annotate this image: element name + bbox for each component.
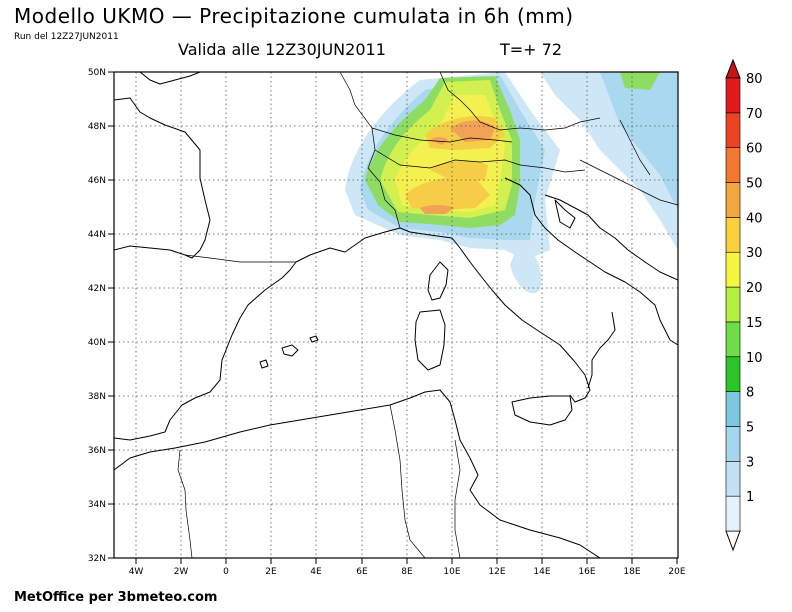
lon-label: 2W [174,567,189,577]
colorbar-label: 8 [746,386,754,401]
lat-label: 38N [88,392,106,402]
axis-ticks [108,71,678,564]
precip-area-green-ne [620,72,660,90]
colorbar-cell [725,251,741,288]
lat-label: 34N [88,500,106,510]
lon-label: 4W [129,567,144,577]
colorbar-cell [725,391,741,427]
colorbar-cell [725,461,741,497]
colorbar-cell [725,426,741,462]
lon-label: 20E [668,567,685,577]
lon-label: 8E [401,567,413,577]
colorbar-label: 20 [746,281,763,296]
colorbar-label: 50 [746,177,763,192]
colorbar-label: 1 [746,490,754,505]
colorbar-label: 80 [746,72,763,87]
colorbar-label: 30 [746,246,763,261]
colorbar-label: 40 [746,211,763,226]
colorbar-cell [725,495,741,532]
lat-labels: 50N 48N 46N 44N 42N 40N 38N 36N 34N 32N [88,68,106,564]
lat-label: 40N [88,338,106,348]
lon-label: 2E [265,567,277,577]
colorbar-cell [725,112,741,148]
precipitation-field [345,72,678,294]
colorbar-cell [725,321,741,358]
colorbar-cell [725,147,741,183]
precip-area-orange-south [420,205,455,214]
precip-area-blue-ne [600,72,678,210]
lon-label: 10E [443,567,460,577]
colorbar-top-arrow [725,58,741,79]
graticule [114,72,678,558]
colorbar-label: 3 [746,455,754,470]
colorbar-cell [725,182,741,218]
lon-label: 4E [310,567,322,577]
colorbar-cell [725,77,741,114]
lat-label: 42N [88,284,106,294]
colorbar-label: 15 [746,316,763,331]
lat-label: 46N [88,176,106,186]
precip-area-light-adriatic [510,240,542,294]
lon-label: 6E [356,567,368,577]
colorbar-cell [725,217,741,253]
run-label: Run del 12Z27JUN2011 [14,32,119,42]
colorbar-bottom-arrow [725,530,741,552]
coastlines [114,72,678,558]
valid-time-label: Valida alle 12Z30JUN2011 [178,40,386,59]
colorbar-cell [725,356,741,392]
precip-area-gold-south [405,177,490,210]
lon-label: 16E [578,567,595,577]
plot-frame [113,71,679,559]
borders [177,72,678,558]
lat-label: 36N [88,446,106,456]
colorbar-label: 5 [746,420,754,435]
lon-labels: 4W 2W 0 2E 4E 6E 8E 10E 12E 14E 16E 18E … [129,567,686,577]
colorbar-cell [725,286,741,323]
colorbar-label: 10 [746,351,763,366]
lat-label: 44N [88,230,106,240]
lat-label: 32N [88,554,106,564]
lat-label: 50N [88,68,106,78]
colorbar: 1 3 5 8 10 15 20 30 40 50 60 70 80 [725,58,763,552]
credit-label: MetOffice per 3bmeteo.com [14,590,218,605]
precip-area-gold-mid [430,160,488,182]
lon-label: 12E [488,567,505,577]
map-title: Modello UKMO — Precipitazione cumulata i… [14,4,574,28]
lon-label: 0 [223,567,229,577]
colorbar-label: 70 [746,107,763,122]
lon-label: 14E [533,567,550,577]
colorbar-label: 60 [746,142,763,157]
lon-label: 18E [623,567,640,577]
forecast-step-label: T=+ 72 [500,40,563,59]
lat-label: 48N [88,122,106,132]
